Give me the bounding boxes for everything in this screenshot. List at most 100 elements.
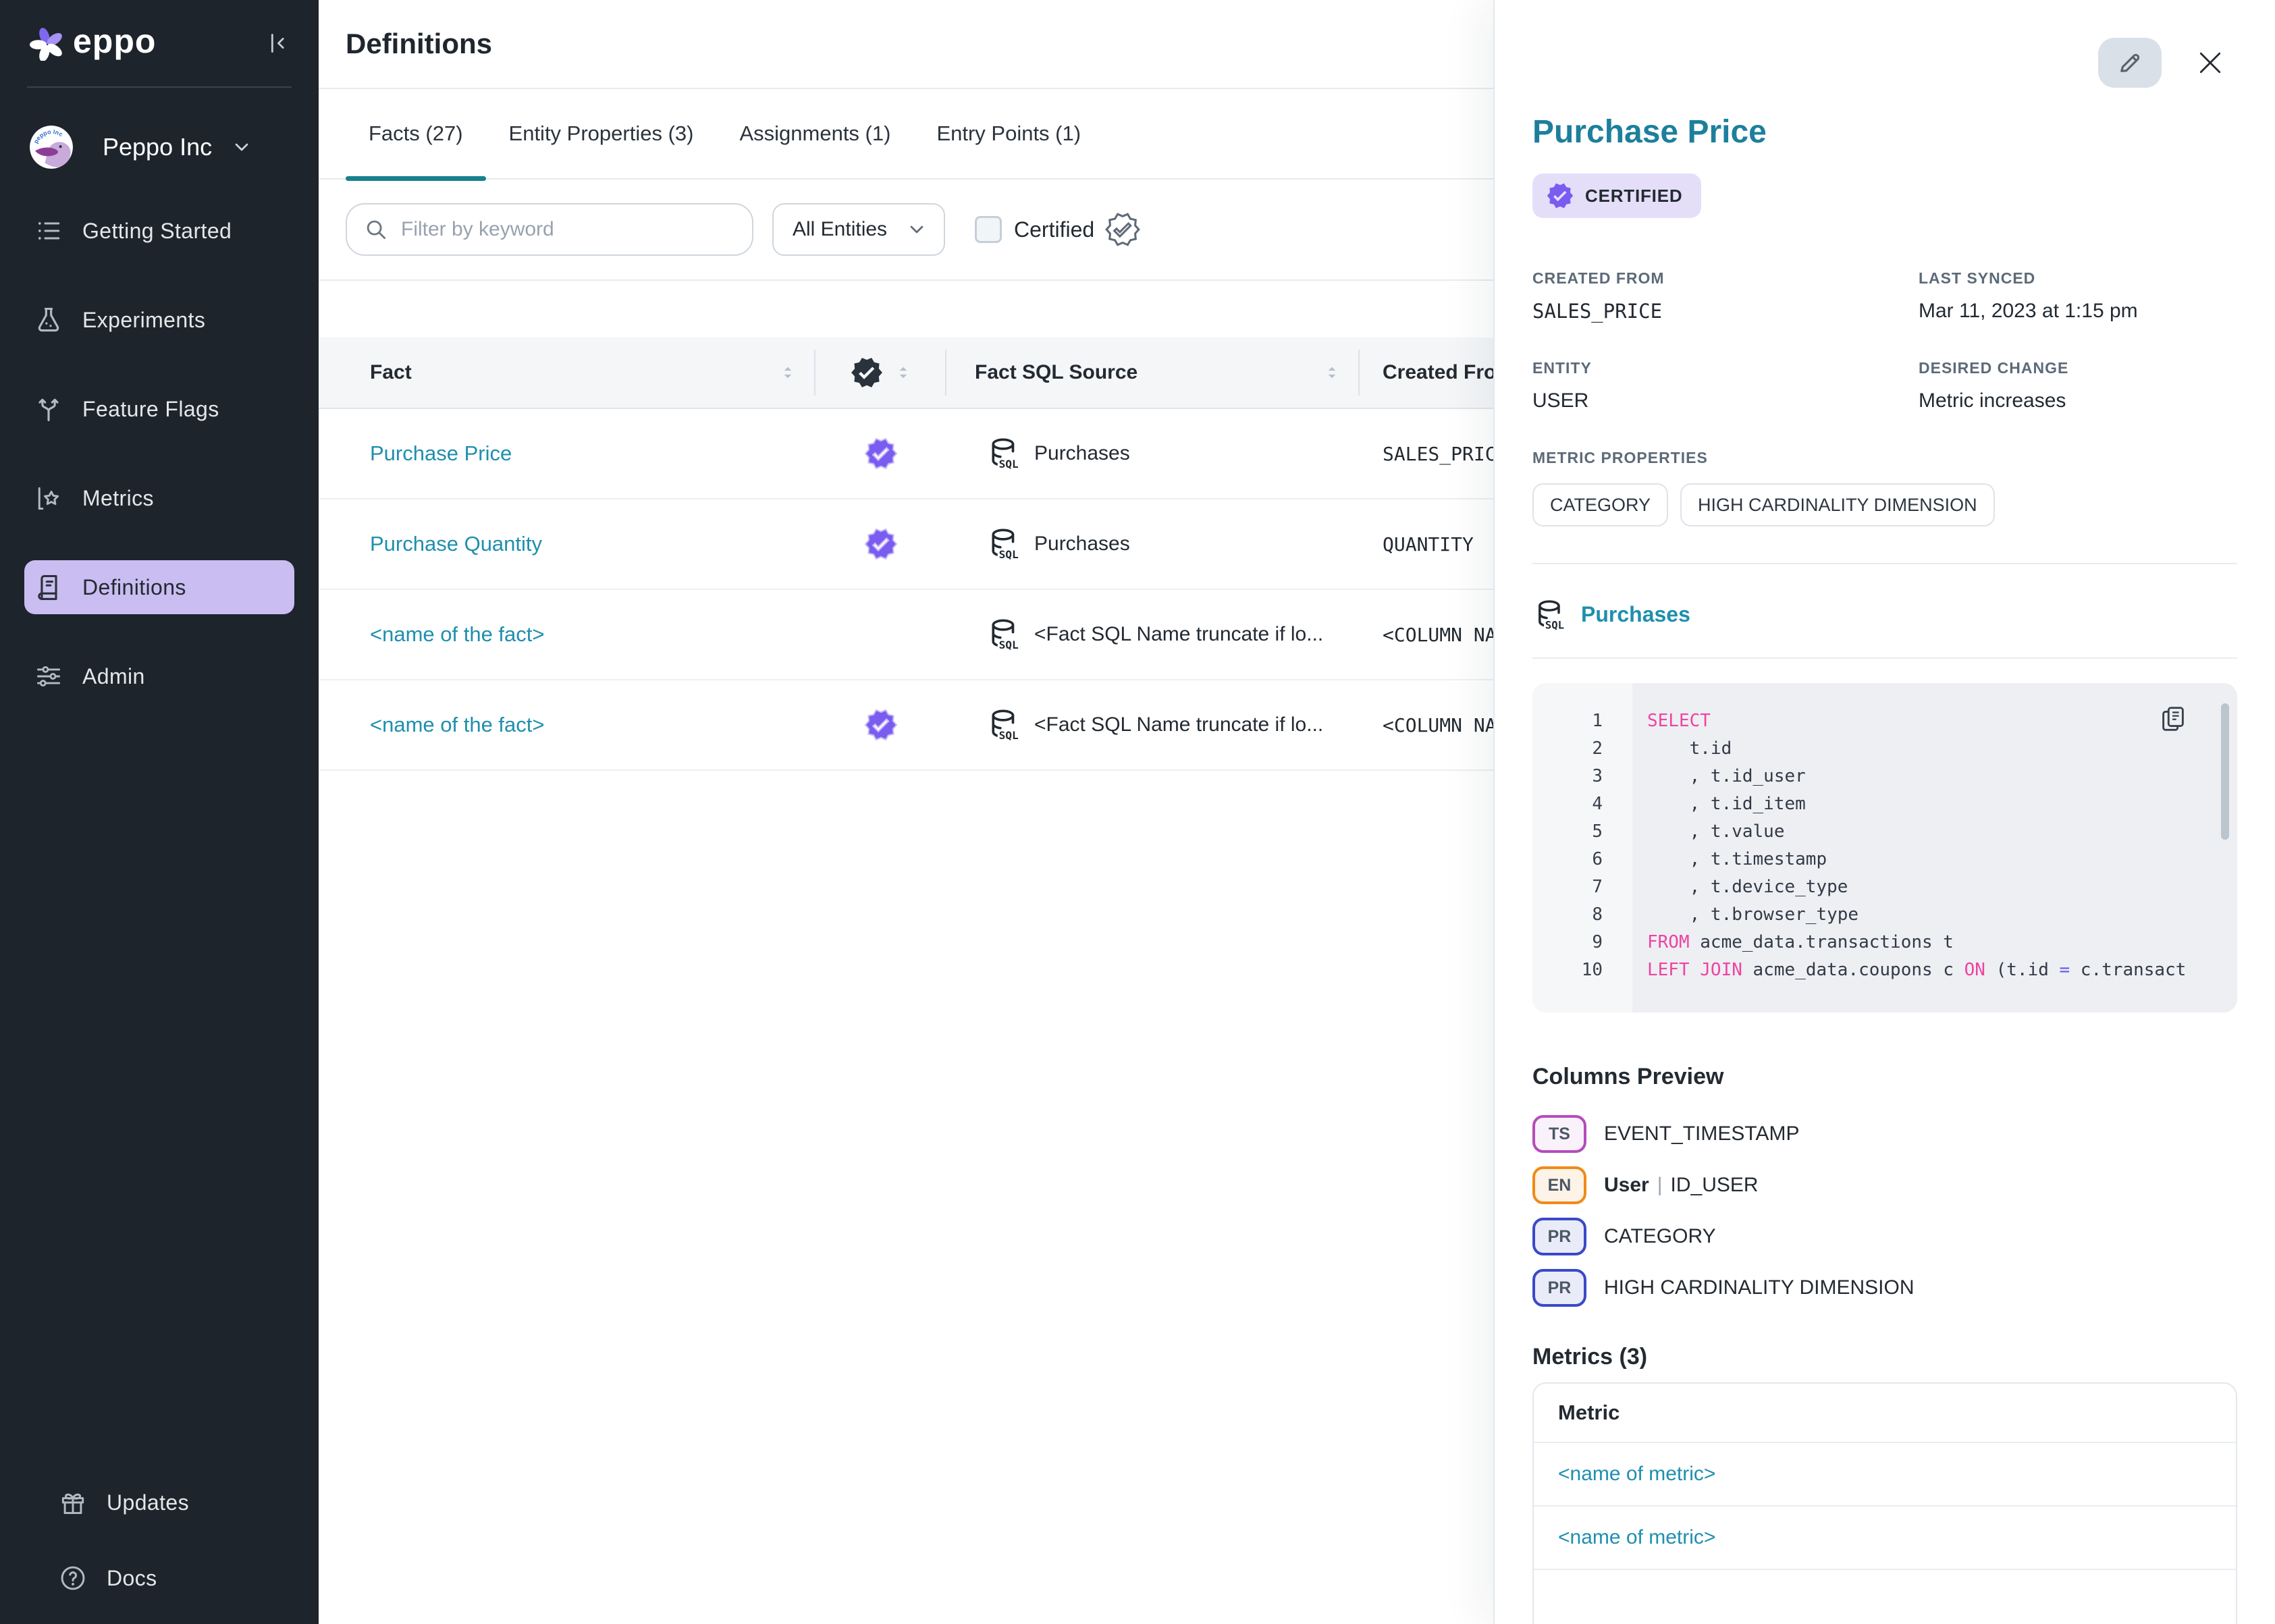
entity-select[interactable]: All Entities bbox=[772, 203, 945, 256]
column-type-badge: TS bbox=[1532, 1115, 1586, 1153]
sql-code-line: , t.id_item bbox=[1647, 794, 1806, 814]
sql-code-line: SELECT bbox=[1647, 711, 1711, 731]
metric-properties-block: METRIC PROPERTIES CATEGORY HIGH CARDINALI… bbox=[1532, 449, 2237, 526]
logo-wordmark: eppo bbox=[73, 22, 157, 60]
sidebar-item-getting-started[interactable]: Getting Started bbox=[24, 204, 294, 258]
sql-code-line: , t.device_type bbox=[1647, 877, 1848, 897]
sidebar-item-definitions[interactable]: Definitions bbox=[24, 560, 294, 614]
sidebar-item-docs[interactable]: Docs bbox=[49, 1551, 270, 1605]
fact-link[interactable]: <name of the fact> bbox=[370, 622, 545, 646]
tab-entry-points-1[interactable]: Entry Points (1) bbox=[936, 121, 1081, 145]
sql-code-block: 1 2 3 4 5 6 7 8 9 10 SELECT t.id , t.id_user , t.… bbox=[1532, 683, 2237, 1012]
column-type-badge: EN bbox=[1532, 1166, 1586, 1204]
sort-certified-icon[interactable] bbox=[894, 362, 912, 383]
sliders-icon bbox=[34, 661, 63, 691]
filter-bar: All Entities Certified bbox=[319, 180, 2275, 281]
svg-text:SQL: SQL bbox=[1545, 619, 1564, 631]
sql-code-line: , t.value bbox=[1647, 821, 1785, 842]
fact-title: Purchase Price bbox=[1532, 114, 1767, 150]
sql-source-name: Purchases bbox=[1034, 533, 1130, 555]
metric-row: <name of metric> bbox=[1534, 1507, 2236, 1570]
sort-sql-source-icon[interactable] bbox=[1323, 362, 1341, 383]
entity-select-value: All Entities bbox=[793, 218, 888, 240]
metric-link[interactable]: <name of metric> bbox=[1558, 1463, 1716, 1485]
tab-entity-properties-3[interactable]: Entity Properties (3) bbox=[508, 121, 694, 145]
created-from-column: SALES_PRICE bbox=[1383, 442, 1508, 465]
divider bbox=[1532, 657, 2237, 659]
close-panel-button[interactable] bbox=[2195, 48, 2225, 78]
svg-text:SQL: SQL bbox=[999, 548, 1019, 561]
metric-link[interactable]: <name of metric> bbox=[1558, 1526, 1716, 1548]
sql-source-name: Purchases bbox=[1034, 442, 1130, 464]
edit-button[interactable] bbox=[2098, 38, 2162, 88]
sql-source-link-row[interactable]: SQL Purchases bbox=[1532, 593, 2237, 636]
column-preview-row: PR CATEGORY bbox=[1532, 1217, 2237, 1256]
tab-facts-27[interactable]: Facts (27) bbox=[346, 89, 486, 181]
chevron-down-icon bbox=[910, 225, 924, 234]
list-icon bbox=[34, 216, 63, 246]
meta-field: DESIRED CHANGE Metric increases bbox=[1919, 359, 2069, 412]
certified-checkbox[interactable] bbox=[975, 216, 1002, 243]
column-preview-row: TS EVENT_TIMESTAMP bbox=[1532, 1114, 2237, 1154]
sidebar-nav: Getting Started Experiments Feature Flags M… bbox=[0, 204, 319, 703]
search-input-wrapper bbox=[346, 203, 753, 256]
fact-link[interactable]: Purchase Price bbox=[370, 441, 512, 465]
meta-field: LAST SYNCED Mar 11, 2023 at 1:15 pm bbox=[1919, 269, 2138, 322]
sql-database-icon: SQL bbox=[986, 526, 1022, 562]
column-header-created-from: Created From bbox=[1383, 361, 1515, 383]
sidebar-item-metrics[interactable]: Metrics bbox=[24, 471, 294, 525]
flask-icon bbox=[34, 305, 63, 335]
close-icon bbox=[2199, 52, 2221, 74]
sql-source-name: <Fact SQL Name truncate if lo... bbox=[1034, 713, 1324, 736]
sql-code-line: t.id bbox=[1647, 738, 1732, 759]
sidebar-collapse-icon[interactable] bbox=[259, 26, 294, 61]
certified-filter-label: Certified bbox=[1014, 217, 1095, 242]
sidebar-item-feature-flags[interactable]: Feature Flags bbox=[24, 382, 294, 436]
metrics-table: Metric <name of metric> <name of metric> bbox=[1532, 1382, 2237, 1624]
certified-badge-icon bbox=[864, 527, 898, 561]
fact-link[interactable]: Purchase Quantity bbox=[370, 532, 543, 556]
column-type-badge: PR bbox=[1532, 1218, 1586, 1255]
sidebar-item-admin[interactable]: Admin bbox=[24, 649, 294, 703]
org-switcher[interactable]: peppo Inc Peppo Inc bbox=[30, 126, 294, 169]
chevron-down-icon bbox=[231, 136, 252, 158]
metric-property-chip: HIGH CARDINALITY DIMENSION bbox=[1680, 483, 1995, 526]
org-name: Peppo Inc bbox=[103, 133, 213, 161]
metrics-column-header: Metric bbox=[1534, 1384, 2236, 1443]
table-row: Purchase Price SQL Purchases SALES_PRICE bbox=[319, 409, 2275, 499]
sidebar-item-experiments[interactable]: Experiments bbox=[24, 293, 294, 347]
branch-icon bbox=[34, 394, 63, 424]
certified-column-badge-icon bbox=[850, 356, 884, 389]
svg-text:SQL: SQL bbox=[999, 458, 1019, 470]
fact-metadata: CREATED FROM SALES_PRICE LAST SYNCED Mar 11… bbox=[1532, 269, 2237, 412]
sql-code-line: , t.browser_type bbox=[1647, 904, 1859, 925]
sort-fact-icon[interactable] bbox=[779, 362, 797, 383]
certified-badge-icon bbox=[864, 437, 898, 470]
copy-sql-button[interactable] bbox=[2158, 703, 2189, 734]
page-header: Definitions bbox=[319, 0, 2275, 89]
svg-text:SQL: SQL bbox=[999, 729, 1019, 742]
column-preview-row: PR HIGH CARDINALITY DIMENSION bbox=[1532, 1268, 2237, 1307]
tab-assignments-1[interactable]: Assignments (1) bbox=[739, 121, 891, 145]
page-title: Definitions bbox=[346, 28, 492, 59]
metric-row: <name of metric> bbox=[1534, 1443, 2236, 1507]
copy-icon bbox=[2162, 707, 2184, 731]
sidebar: eppo peppo Inc Peppo Inc Ge bbox=[0, 0, 319, 1624]
sidebar-divider bbox=[27, 86, 292, 88]
sql-database-icon: SQL bbox=[986, 435, 1022, 472]
gift-icon bbox=[58, 1488, 88, 1517]
table-row: Purchase Quantity SQL Purchases QUANTITY bbox=[319, 499, 2275, 590]
sql-code-line: , t.timestamp bbox=[1647, 849, 1827, 869]
sql-database-icon: SQL bbox=[1532, 597, 1568, 633]
metrics-section-title: Metrics (3) bbox=[1532, 1344, 1648, 1370]
created-from-column: QUANTITY bbox=[1383, 533, 1474, 556]
columns-preview-title: Columns Preview bbox=[1532, 1064, 1724, 1089]
sql-database-icon: SQL bbox=[986, 616, 1022, 653]
search-input[interactable] bbox=[401, 218, 736, 241]
eppo-flower-logo-icon bbox=[30, 26, 65, 61]
column-header-fact: Fact bbox=[370, 361, 412, 383]
code-scrollbar[interactable] bbox=[2221, 703, 2229, 840]
fact-link[interactable]: <name of the fact> bbox=[370, 713, 545, 736]
sidebar-item-updates[interactable]: Updates bbox=[49, 1476, 270, 1530]
